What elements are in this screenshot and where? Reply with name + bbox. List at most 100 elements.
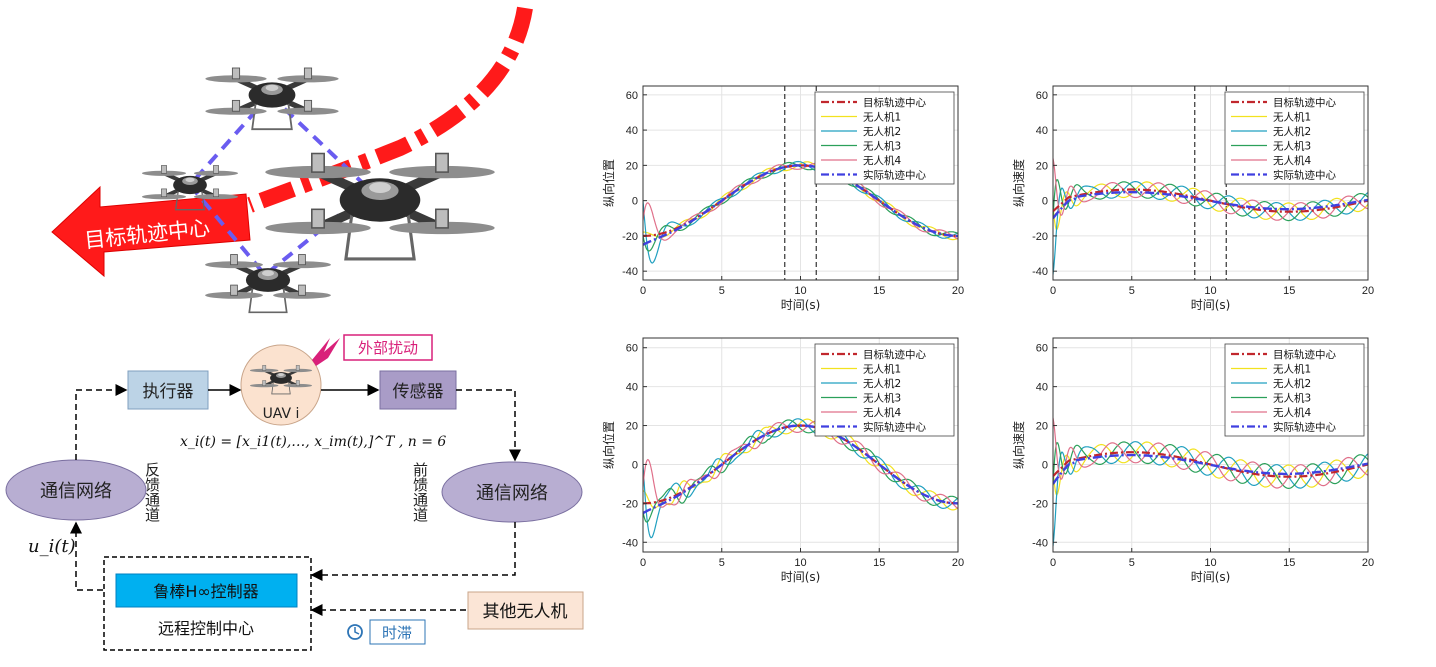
legend-entry: 无人机1 — [1273, 363, 1311, 376]
y-axis-label: 纵向速度 — [1011, 421, 1026, 469]
x-tick-label: 5 — [1129, 285, 1135, 297]
legend-entry: 无人机2 — [863, 377, 901, 390]
y-tick-label: -20 — [1032, 498, 1048, 510]
y-tick-label: 40 — [626, 125, 638, 137]
legend-entry: 目标轨迹中心 — [863, 96, 926, 109]
y-tick-label: 60 — [626, 90, 638, 102]
legend-entry: 实际轨迹中心 — [863, 421, 926, 434]
legend-entry: 实际轨迹中心 — [1273, 169, 1336, 182]
legend-entry: 目标轨迹中心 — [863, 348, 926, 361]
disturbance-label: 外部扰动 — [358, 339, 418, 357]
legend-entry: 实际轨迹中心 — [1273, 421, 1336, 434]
legend-entry: 无人机4 — [1273, 406, 1311, 419]
x-tick-label: 20 — [952, 285, 964, 297]
y-tick-label: -40 — [622, 537, 638, 549]
y-tick-label: -40 — [1032, 266, 1048, 278]
other-uav-label: 其他无人机 — [483, 602, 568, 622]
y-tick-label: 40 — [1036, 382, 1048, 394]
x-tick-label: 5 — [719, 557, 725, 569]
y-tick-label: 40 — [626, 382, 638, 394]
control-signal-label: u_i(t) — [28, 536, 76, 557]
y-tick-label: 0 — [632, 196, 638, 208]
y-tick-label: -40 — [622, 266, 638, 278]
delay-box — [369, 619, 426, 645]
actuator-label: 执行器 — [143, 382, 194, 402]
network-right — [441, 461, 583, 523]
x-tick-label: 5 — [1129, 557, 1135, 569]
disturbance-box — [343, 334, 433, 361]
y-tick-label: 60 — [1036, 90, 1048, 102]
y-tick-label: -20 — [1032, 231, 1048, 243]
network-right-label: 通信网络 — [476, 483, 548, 504]
y-tick-label: -20 — [622, 231, 638, 243]
drone-icon — [265, 154, 494, 259]
y-axis-label: 纵向速度 — [1011, 159, 1026, 207]
legend-entry: 无人机1 — [863, 111, 901, 124]
actuator-box — [127, 370, 209, 410]
sensor-label: 传感器 — [393, 382, 444, 402]
lightning-icon — [312, 338, 340, 366]
x-tick-label: 0 — [640, 285, 646, 297]
y-tick-label: 20 — [626, 160, 638, 172]
y-tick-label: -40 — [1032, 537, 1048, 549]
controller-box — [115, 573, 298, 608]
series-line-actual — [1053, 453, 1368, 485]
series-line-target — [1053, 451, 1368, 478]
legend-entry: 无人机3 — [1273, 140, 1311, 153]
x-tick-label: 15 — [1283, 557, 1295, 569]
x-tick-label: 20 — [1362, 557, 1374, 569]
series-line-uav1 — [1053, 441, 1368, 496]
x-tick-label: 0 — [1050, 285, 1056, 297]
series-line-uav4 — [1053, 417, 1368, 489]
remote-center-label: 远程控制中心 — [158, 619, 254, 638]
feedback-channel-label: 反馈通道 — [143, 462, 161, 522]
uav-label: UAV i — [263, 406, 300, 422]
y-axis-label: 纵向位置 — [601, 421, 616, 469]
legend-entry: 无人机1 — [863, 363, 901, 376]
legend-entry: 无人机3 — [1273, 392, 1311, 405]
y-tick-label: 20 — [1036, 421, 1048, 433]
legend-entry: 无人机4 — [1273, 154, 1311, 167]
legend-entry: 无人机3 — [863, 392, 901, 405]
state-formula: x_i(t) = [x_i1(t),…, x_im(t),]^T , n = 6 — [180, 434, 446, 450]
legend-entry: 无人机4 — [863, 154, 901, 167]
series-line-uav3 — [1053, 441, 1368, 490]
x-tick-label: 10 — [1204, 285, 1216, 297]
series-line-uav4 — [643, 162, 958, 241]
drone-icon — [205, 255, 331, 313]
y-tick-label: -20 — [622, 498, 638, 510]
x-tick-label: 0 — [1050, 557, 1056, 569]
legend-entry: 无人机2 — [1273, 125, 1311, 138]
x-axis-label: 时间(s) — [1191, 570, 1231, 584]
series-line-uav2 — [1053, 441, 1368, 547]
series-line-uav1 — [1053, 181, 1368, 231]
other-uav-box — [467, 591, 584, 630]
delay-label: 时滞 — [382, 624, 412, 642]
x-tick-label: 20 — [1362, 285, 1374, 297]
x-axis-label: 时间(s) — [781, 570, 821, 584]
x-tick-label: 10 — [1204, 557, 1216, 569]
y-tick-label: 0 — [1042, 196, 1048, 208]
controller-label: 鲁棒H∞控制器 — [153, 582, 258, 601]
x-tick-label: 15 — [873, 285, 885, 297]
legend-entry: 无人机1 — [1273, 111, 1311, 124]
series-line-actual — [643, 424, 958, 515]
legend-entry: 无人机2 — [1273, 377, 1311, 390]
series-line-uav4 — [643, 420, 958, 510]
series-line-actual — [1053, 191, 1368, 220]
series-line-target — [1053, 188, 1368, 213]
drone-icon — [205, 68, 338, 129]
series-line-uav2 — [643, 418, 958, 539]
x-tick-label: 5 — [719, 285, 725, 297]
x-tick-label: 10 — [794, 285, 806, 297]
y-tick-label: 0 — [632, 459, 638, 471]
y-axis-label: 纵向位置 — [601, 159, 616, 207]
y-tick-label: 0 — [1042, 459, 1048, 471]
x-tick-label: 15 — [873, 557, 885, 569]
